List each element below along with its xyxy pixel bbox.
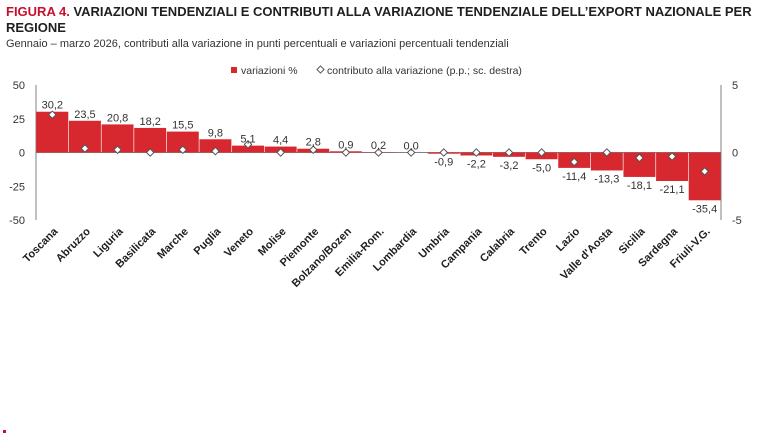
contribution-marker [374,148,383,157]
bar [166,131,199,153]
data-label: -13,3 [594,173,619,185]
bar [199,139,232,153]
contribution-marker [178,145,188,155]
contribution-marker [308,145,318,155]
contribution-marker [406,148,416,157]
y-tick-left: -25 [9,181,25,193]
category-label: Sicilia [617,225,649,257]
contribution-marker [537,148,546,157]
data-label: -2,2 [467,158,486,170]
y-tick-right: -5 [732,215,742,227]
contribution-marker [47,110,57,120]
data-label: 30,2 [42,100,63,112]
decorative-dot [3,430,6,433]
contribution-marker [243,140,253,149]
data-label: 0,2 [371,140,386,152]
chart-title: FIGURA 4. VARIAZIONI TENDENZIALI E CONTR… [6,4,754,36]
y-tick-left: 25 [13,114,25,126]
contribution-marker [276,148,286,157]
data-label: -35,4 [692,203,717,215]
y-tick-left: -50 [9,215,25,227]
data-label: -21,1 [660,184,685,196]
data-label: 18,2 [139,116,160,128]
contribution-marker [635,153,644,163]
contribution-marker [113,145,122,155]
category-label: Lazio [554,225,583,254]
y-tick-left: 50 [13,80,25,92]
contribution-marker [569,157,579,167]
category-label: Toscana [21,225,61,265]
y-tick-right: 5 [732,80,738,92]
category-label: Calabria [478,225,518,265]
data-label: 5,1 [240,134,255,146]
data-label: -18,1 [627,180,652,192]
figure-number: FIGURA 4. [6,4,70,19]
category-label: Puglia [192,225,224,257]
data-label: 0,9 [338,139,353,151]
data-label: -5,0 [532,162,551,174]
bar [232,145,265,153]
contribution-marker [80,144,90,153]
data-label: 9,8 [208,127,223,139]
data-label: 15,5 [172,120,193,132]
legend-swatch-bars [231,67,237,73]
legend: variazioni % contributo alla variazione … [231,65,522,77]
data-label: 23,5 [74,109,95,121]
y-tick-right: 0 [732,148,738,160]
data-label: -11,4 [562,171,586,183]
data-label: 20,8 [107,112,128,124]
legend-label-markers: contributo alla variazione (p.p.; sc. de… [327,65,522,77]
contribution-marker [211,146,220,156]
legend-label-bars: variazioni % [241,65,298,77]
contribution-marker [341,148,351,157]
data-label: -3,2 [499,160,518,172]
data-label: -0,9 [434,157,453,169]
bar [590,152,623,171]
figure-title-text: VARIAZIONI TENDENZIALI E CONTRIBUTI ALLA… [6,4,752,35]
data-label: 4,4 [273,135,288,147]
contribution-marker [439,148,449,157]
category-label: Bolzano/Bozen [290,225,354,289]
contribution-marker [504,148,514,157]
category-label: Veneto [222,225,256,259]
data-label: 2,8 [306,137,321,149]
contribution-marker [145,148,155,157]
category-label: Abruzzo [54,225,93,264]
chart-subtitle: Gennaio – marzo 2026, contributi alla va… [6,38,509,50]
data-label: 0,0 [403,141,418,153]
contribution-marker [700,167,710,176]
contribution-marker [471,148,481,157]
bar [688,152,721,201]
category-label: Marche [155,226,191,262]
contribution-marker [602,148,612,157]
legend-swatch-markers [316,65,325,74]
y-tick-left: 0 [19,148,25,160]
contribution-marker [667,152,677,161]
category-label: Trento [517,225,549,257]
